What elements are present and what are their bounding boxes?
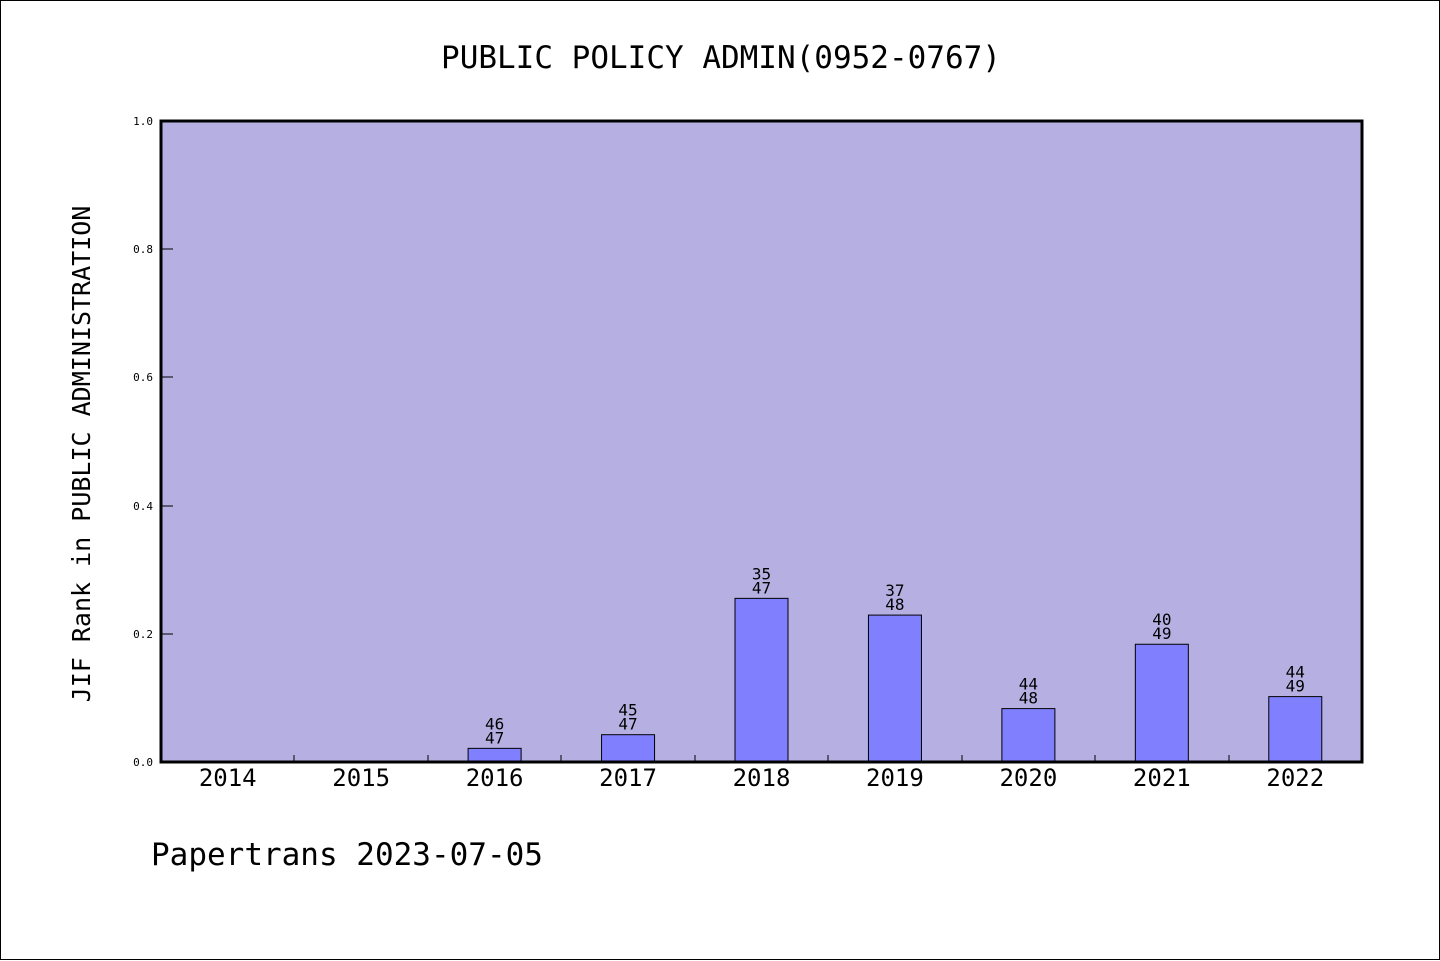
- bar-rank-label-2018: 35: [752, 564, 771, 583]
- x-tick-label-2020: 2020: [999, 764, 1057, 792]
- bar-rank-label-2017: 45: [618, 701, 637, 720]
- y-tick-label-0.8: 0.8: [133, 243, 153, 256]
- bar-2016: [467, 747, 522, 763]
- bar-rank-label-2016: 46: [485, 714, 504, 733]
- bar-2021: [1134, 643, 1189, 763]
- bar-total-label-2020: 48: [1019, 689, 1038, 708]
- bar-total-label-2022: 49: [1286, 677, 1305, 696]
- y-tick-label-0.6: 0.6: [133, 371, 153, 384]
- bar-total-label-2017: 47: [618, 715, 637, 734]
- x-tick-label-2014: 2014: [199, 764, 257, 792]
- bar-total-label-2019: 48: [885, 595, 904, 614]
- x-tick-label-2015: 2015: [332, 764, 390, 792]
- x-tick-label-2021: 2021: [1133, 764, 1191, 792]
- chart-title: PUBLIC POLICY ADMIN(0952-0767): [441, 40, 1001, 76]
- y-tick-label-0.0: 0.0: [133, 756, 153, 769]
- bars-group: [467, 597, 1323, 763]
- bar-2022: [1268, 696, 1323, 763]
- x-tick-label-2016: 2016: [466, 764, 524, 792]
- bar-rank-label-2020: 44: [1019, 675, 1038, 694]
- bar-rank-label-2022: 44: [1286, 663, 1305, 682]
- x-axis-labels: 2014 2015 2016 2017 2018 2019 2020 2021 2022: [199, 764, 1324, 792]
- y-tick-label-1.0: 1.0: [133, 115, 153, 128]
- y-axis-title: JIF Rank in PUBLIC ADMINISTRATION: [67, 206, 96, 703]
- x-tick-label-2019: 2019: [866, 764, 924, 792]
- bar-rank-label-2021: 40: [1152, 610, 1171, 629]
- plot-border: [159, 119, 1364, 764]
- bar-total-label-2018: 47: [752, 578, 771, 597]
- bar-total-label-2016: 47: [485, 728, 504, 747]
- y-tick-label-0.4: 0.4: [133, 500, 153, 513]
- bar-rank-label-2019: 37: [885, 581, 904, 600]
- bar-2017: [601, 734, 656, 763]
- x-tick-label-2022: 2022: [1266, 764, 1324, 792]
- watermark: Papertrans 2023-07-05: [151, 837, 543, 873]
- x-tick-label-2018: 2018: [733, 764, 791, 792]
- bar-total-label-2021: 49: [1152, 624, 1171, 643]
- x-tick-label-2017: 2017: [599, 764, 657, 792]
- bar-2020: [1001, 708, 1056, 763]
- bar-2019: [867, 614, 922, 763]
- bar-2018: [734, 597, 789, 763]
- y-tick-label-0.2: 0.2: [133, 628, 153, 641]
- y-axis-labels: 0.0 0.2 0.4 0.6 0.8 1.0: [133, 115, 153, 769]
